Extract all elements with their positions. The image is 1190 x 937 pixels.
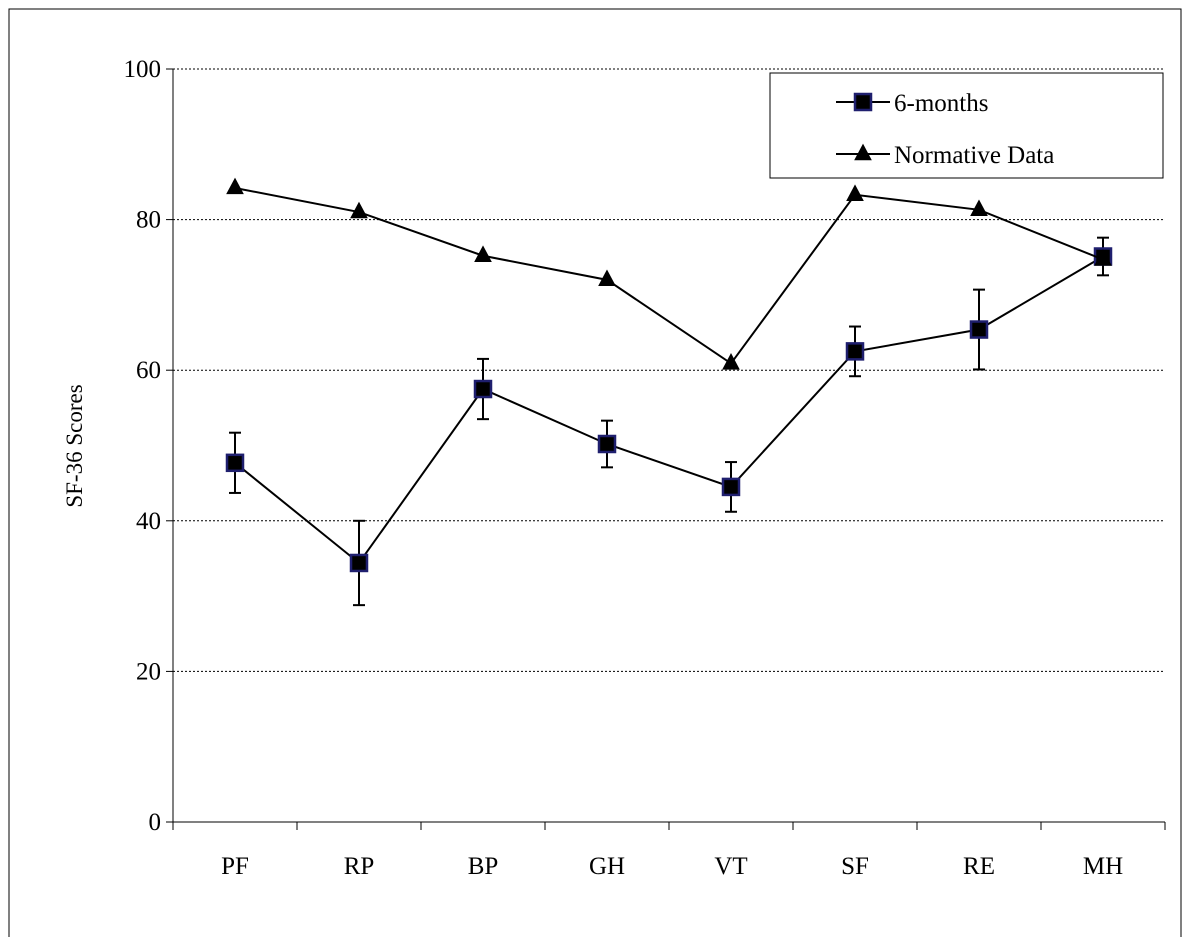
y-tick-label: 20	[136, 658, 161, 685]
x-tick-label: SF	[841, 853, 869, 880]
y-tick-label: 60	[136, 357, 161, 384]
legend-label: Normative Data	[894, 142, 1054, 169]
y-tick-label: 100	[124, 56, 162, 83]
x-tick-label: GH	[589, 853, 625, 880]
data-point-normative-data	[1094, 249, 1112, 266]
series	[225, 177, 1113, 607]
data-point-normative-data	[474, 245, 492, 262]
data-point-6-months	[721, 477, 741, 497]
data-point-normative-data	[226, 177, 244, 195]
gridlines	[173, 68, 1165, 672]
data-point-6-months	[225, 453, 245, 473]
series-line-normative-data	[234, 186, 1104, 365]
x-tick-label: RP	[344, 853, 375, 880]
series-line-6-months	[234, 255, 1104, 565]
legend: 6-months Normative Data	[769, 72, 1164, 179]
y-tick-label: 80	[136, 207, 161, 234]
legend-item-6-months: 6-months	[836, 90, 988, 117]
x-tick-label: MH	[1083, 853, 1123, 880]
data-point-6-months	[349, 553, 369, 573]
data-point-6-months	[597, 434, 617, 454]
x-tick-label: PF	[221, 853, 249, 880]
x-tick-labels: PF RP BP GH VT SF RE MH	[221, 853, 1123, 880]
data-point-normative-data	[846, 184, 864, 201]
x-tick-label: RE	[963, 853, 995, 880]
data-point-normative-data	[970, 199, 988, 217]
data-point-normative-data	[350, 201, 368, 219]
x-tick-label: VT	[714, 853, 747, 880]
data-point-normative-data	[722, 353, 740, 370]
axes	[166, 68, 1166, 830]
legend-item-normative-data: Normative Data	[836, 142, 1054, 169]
y-tick-label: 40	[136, 508, 161, 535]
x-tick-label: BP	[468, 853, 499, 880]
data-point-6-months	[969, 320, 989, 339]
legend-marker-normative-data	[854, 143, 872, 161]
y-tick-label: 0	[149, 809, 162, 836]
data-point-6-months	[473, 379, 493, 399]
y-axis-title: SF-36 Scores	[62, 384, 87, 507]
legend-label: 6-months	[894, 90, 988, 117]
series-normative-data	[226, 177, 1112, 370]
y-tick-labels: 0 20 40 60 80 100	[124, 56, 162, 836]
legend-box	[769, 72, 1164, 179]
legend-marker-6-months	[853, 92, 873, 112]
data-point-6-months	[845, 342, 865, 361]
data-point-normative-data	[598, 269, 616, 287]
